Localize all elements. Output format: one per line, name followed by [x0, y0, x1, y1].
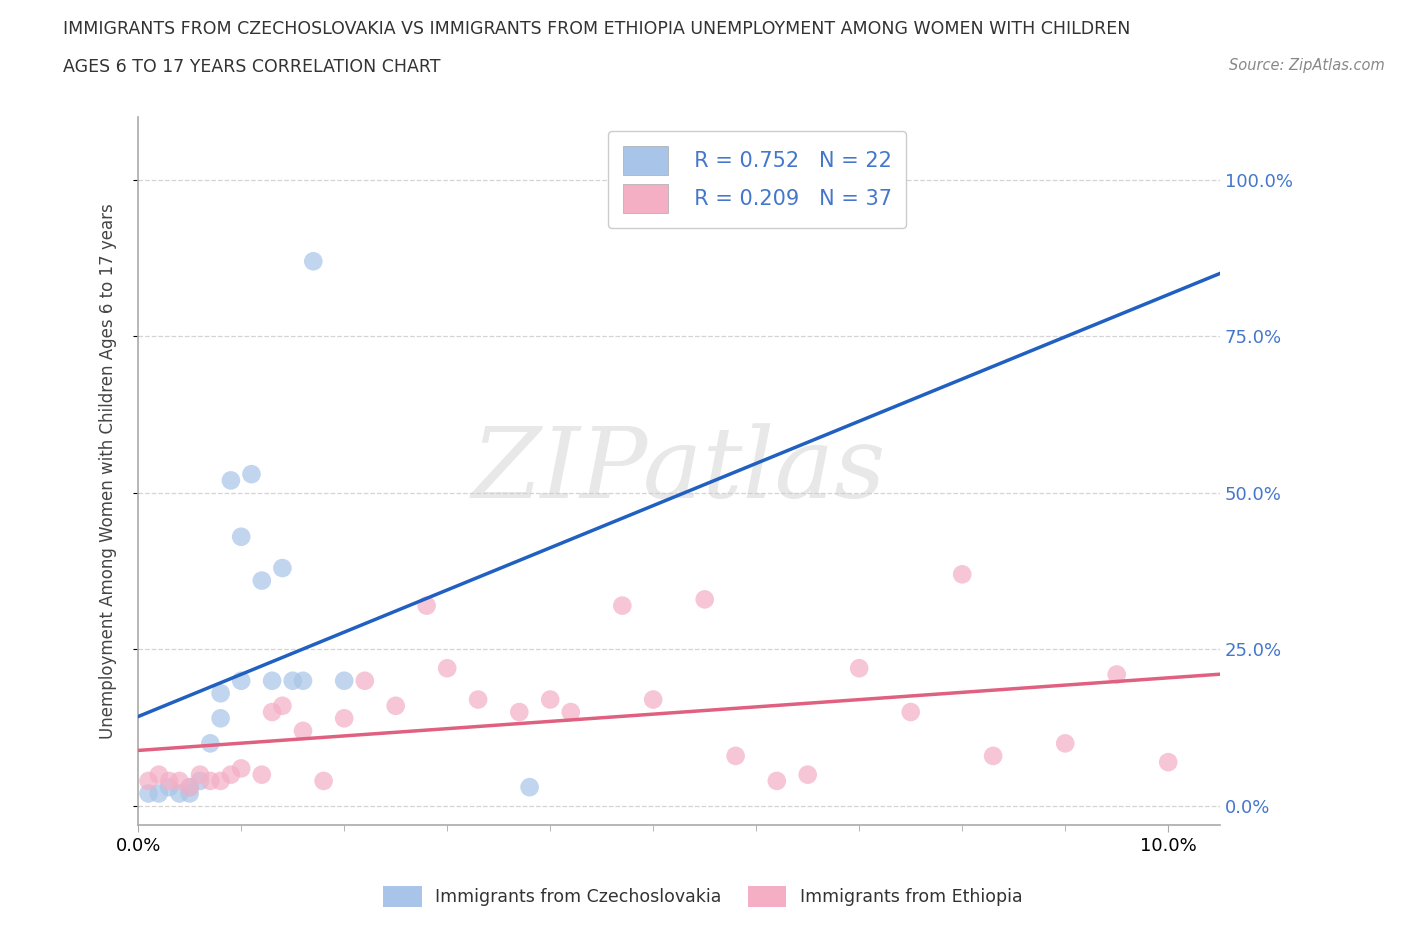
Point: [292, 724, 315, 738]
Point: [138, 786, 160, 801]
Point: [231, 673, 253, 688]
Point: [900, 705, 922, 720]
Point: [612, 598, 634, 613]
Point: [333, 711, 356, 725]
Text: ZIPatlas: ZIPatlas: [471, 423, 886, 519]
Point: [292, 673, 315, 688]
Point: [1105, 667, 1128, 682]
Point: [169, 774, 191, 789]
Text: Source: ZipAtlas.com: Source: ZipAtlas.com: [1229, 58, 1385, 73]
Point: [200, 736, 222, 751]
Point: [148, 786, 170, 801]
Point: [281, 673, 304, 688]
Point: [209, 774, 232, 789]
Point: [179, 786, 201, 801]
Text: IMMIGRANTS FROM CZECHOSLOVAKIA VS IMMIGRANTS FROM ETHIOPIA UNEMPLOYMENT AMONG WO: IMMIGRANTS FROM CZECHOSLOVAKIA VS IMMIGR…: [63, 20, 1130, 38]
Point: [436, 661, 458, 676]
Point: [179, 779, 201, 794]
Point: [157, 774, 180, 789]
Point: [643, 692, 665, 707]
Point: [353, 673, 375, 688]
Point: [271, 698, 294, 713]
Point: [200, 774, 222, 789]
Point: [950, 567, 973, 582]
Point: [231, 529, 253, 544]
Point: [148, 767, 170, 782]
Point: [560, 705, 582, 720]
Point: [508, 705, 530, 720]
Legend:   R = 0.752   N = 22,   R = 0.209   N = 37: R = 0.752 N = 22, R = 0.209 N = 37: [607, 131, 907, 228]
Point: [384, 698, 406, 713]
Point: [188, 767, 211, 782]
Point: [262, 705, 284, 720]
Text: AGES 6 TO 17 YEARS CORRELATION CHART: AGES 6 TO 17 YEARS CORRELATION CHART: [63, 58, 440, 75]
Point: [415, 598, 437, 613]
Point: [519, 779, 541, 794]
Point: [271, 561, 294, 576]
Point: [981, 749, 1004, 764]
Point: [188, 774, 211, 789]
Point: [724, 749, 747, 764]
Point: [765, 774, 787, 789]
Point: [138, 774, 160, 789]
Legend: Immigrants from Czechoslovakia, Immigrants from Ethiopia: Immigrants from Czechoslovakia, Immigran…: [377, 879, 1029, 914]
Point: [250, 573, 273, 588]
Point: [796, 767, 818, 782]
Point: [848, 661, 870, 676]
Point: [467, 692, 489, 707]
Point: [312, 774, 335, 789]
Point: [240, 467, 263, 482]
Point: [231, 761, 253, 776]
Point: [157, 779, 180, 794]
Point: [209, 685, 232, 700]
Point: [693, 591, 716, 606]
Point: [179, 779, 201, 794]
Point: [538, 692, 561, 707]
Point: [219, 473, 242, 488]
Point: [169, 786, 191, 801]
Point: [250, 767, 273, 782]
Point: [219, 767, 242, 782]
Y-axis label: Unemployment Among Women with Children Ages 6 to 17 years: Unemployment Among Women with Children A…: [100, 203, 117, 739]
Point: [333, 673, 356, 688]
Point: [209, 711, 232, 725]
Point: [1054, 736, 1077, 751]
Point: [262, 673, 284, 688]
Point: [1157, 755, 1180, 770]
Point: [302, 254, 325, 269]
